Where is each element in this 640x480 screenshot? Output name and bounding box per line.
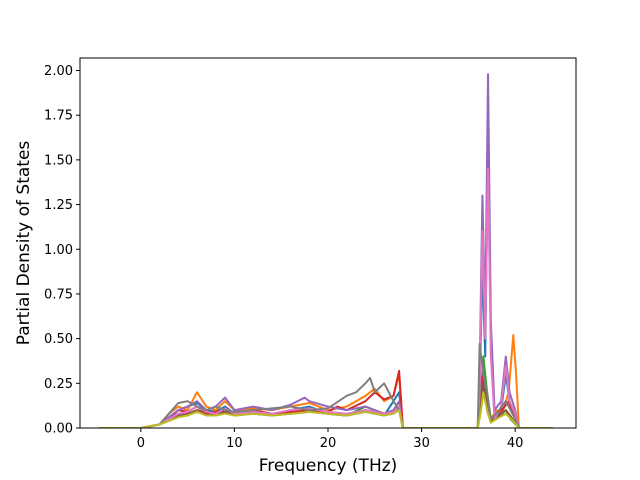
series-line-6	[98, 167, 553, 428]
y-tick-label: 1.25	[44, 198, 73, 213]
x-tick-label: 40	[507, 436, 524, 451]
x-axis-label: Frequency (THz)	[259, 456, 398, 476]
series-layer	[98, 73, 553, 428]
y-tick-label: 0.75	[44, 287, 73, 302]
y-tick-label: 2.00	[44, 64, 73, 79]
y-axis-label: Partial Density of States	[14, 141, 34, 346]
x-tick-label: 30	[413, 436, 430, 451]
plot-area	[80, 58, 576, 428]
y-axis: 0.00 0.25 0.50 0.75 1.00 1.25 1.50 1.75 2.00	[44, 64, 80, 437]
y-tick-label: 0.25	[44, 377, 73, 392]
y-tick-label: 1.75	[44, 109, 73, 124]
y-tick-label: 1.50	[44, 153, 73, 168]
series-line-8	[98, 391, 553, 428]
y-tick-label: 0.00	[44, 422, 73, 437]
x-tick-label: 0	[137, 436, 145, 451]
x-tick-label: 10	[226, 436, 243, 451]
x-tick-label: 20	[320, 436, 337, 451]
x-axis: 0 10 20 30 40	[137, 428, 524, 451]
series-line-7	[98, 342, 553, 428]
y-tick-label: 0.50	[44, 332, 73, 347]
y-tick-label: 1.00	[44, 243, 73, 258]
